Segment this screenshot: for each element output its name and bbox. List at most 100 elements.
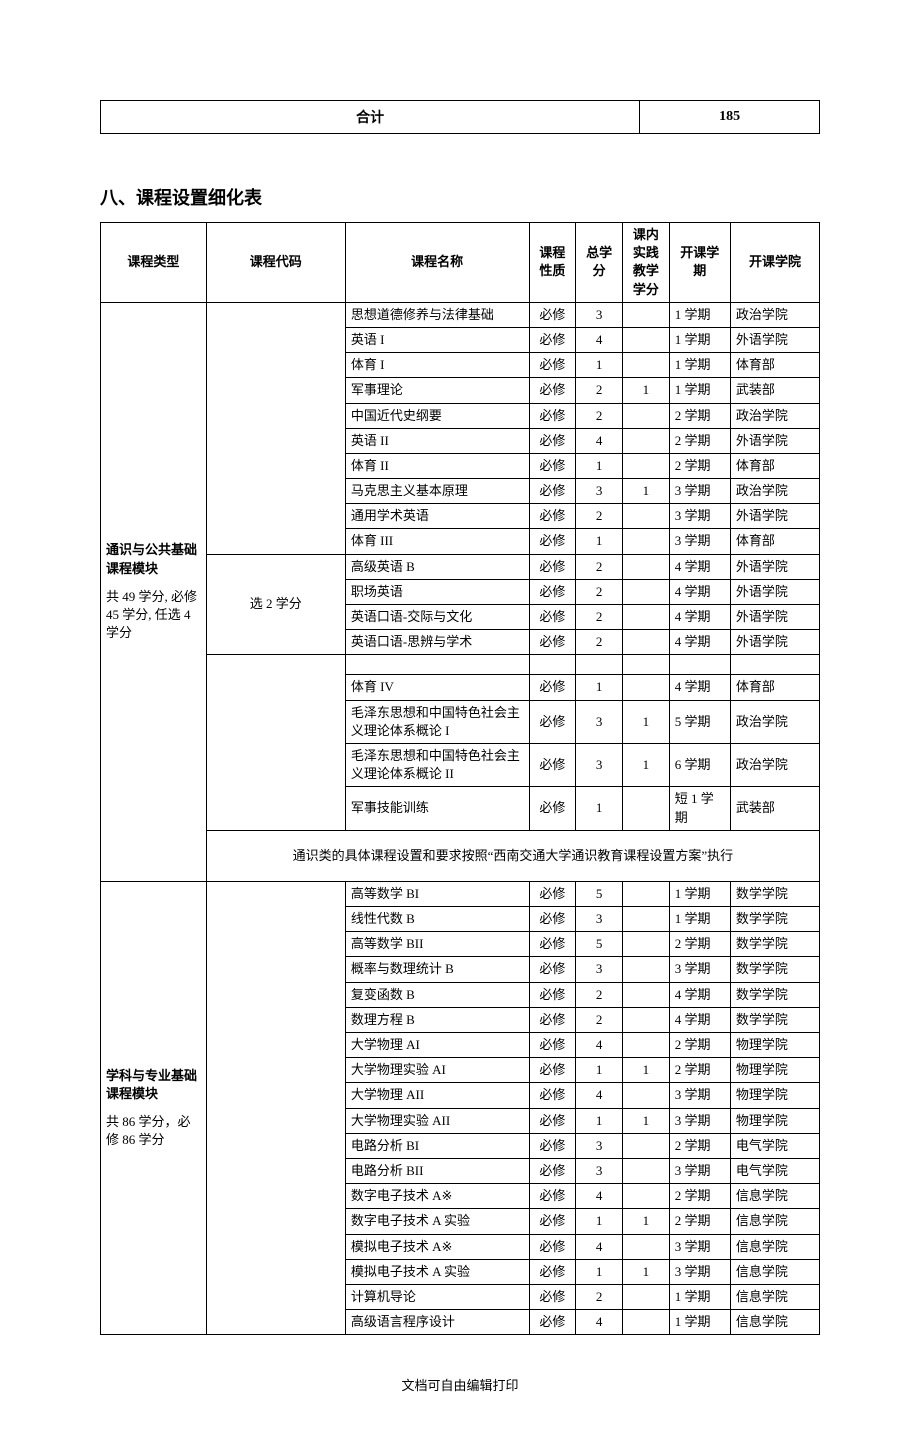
table-cell: 4 xyxy=(576,1033,623,1058)
table-cell: 必修 xyxy=(529,353,576,378)
table-cell: 必修 xyxy=(529,605,576,630)
table-cell: 必修 xyxy=(529,1234,576,1259)
table-cell: 必修 xyxy=(529,932,576,957)
table-cell: 5 xyxy=(576,932,623,957)
table-cell: 必修 xyxy=(529,403,576,428)
table-cell: 3 学期 xyxy=(669,1234,730,1259)
course-table: 课程类型 课程代码 课程名称 课程性质 总学分 课内实践教学学分 开课学期 开课… xyxy=(100,222,820,1335)
table-cell xyxy=(622,982,669,1007)
table-cell: 1 xyxy=(576,1209,623,1234)
table-cell xyxy=(622,881,669,906)
table-cell xyxy=(622,579,669,604)
table-cell: 2 xyxy=(576,630,623,655)
table-cell: 4 学期 xyxy=(669,1007,730,1032)
table-cell xyxy=(622,1083,669,1108)
table-cell: 1 xyxy=(622,1108,669,1133)
table-cell: 必修 xyxy=(529,675,576,700)
table-cell: 马克思主义基本原理 xyxy=(345,479,529,504)
table-cell: 体育部 xyxy=(730,453,819,478)
table-cell: 必修 xyxy=(529,529,576,554)
table-cell: 线性代数 B xyxy=(345,907,529,932)
table-cell: 体育 I xyxy=(345,353,529,378)
table-cell: 3 xyxy=(576,302,623,327)
table-cell: 必修 xyxy=(529,453,576,478)
table-cell: 信息学院 xyxy=(730,1284,819,1309)
table-cell: 电气学院 xyxy=(730,1158,819,1183)
table-cell: 外语学院 xyxy=(730,327,819,352)
header-term: 开课学期 xyxy=(669,223,730,303)
table-cell: 体育 II xyxy=(345,453,529,478)
table-cell: 2 学期 xyxy=(669,932,730,957)
table-cell: 4 xyxy=(576,1184,623,1209)
table-cell: 模拟电子技术 A※ xyxy=(345,1234,529,1259)
table-cell: 1 xyxy=(622,479,669,504)
table-cell: 英语口语-思辨与学术 xyxy=(345,630,529,655)
table-cell: 必修 xyxy=(529,479,576,504)
code-cell xyxy=(206,655,345,830)
table-cell: 2 学期 xyxy=(669,1133,730,1158)
table-cell xyxy=(576,655,623,675)
table-cell: 武装部 xyxy=(730,787,819,830)
table-cell: 4 学期 xyxy=(669,579,730,604)
table-cell xyxy=(622,504,669,529)
table-cell xyxy=(622,302,669,327)
table-cell: 外语学院 xyxy=(730,579,819,604)
table-cell: 1 xyxy=(622,1209,669,1234)
table-cell: 4 学期 xyxy=(669,630,730,655)
table-cell: 数理方程 B xyxy=(345,1007,529,1032)
table-row: 学科与专业基础课程模块共 86 学分，必修 86 学分高等数学 BI必修51 学… xyxy=(101,881,820,906)
table-cell: 政治学院 xyxy=(730,700,819,743)
table-cell: 4 xyxy=(576,1083,623,1108)
table-cell: 物理学院 xyxy=(730,1083,819,1108)
table-cell: 政治学院 xyxy=(730,479,819,504)
footer-note: 文档可自由编辑打印 xyxy=(100,1375,820,1394)
table-cell: 高级英语 B xyxy=(345,554,529,579)
summary-label: 合计 xyxy=(101,101,640,134)
table-cell: 大学物理实验 AI xyxy=(345,1058,529,1083)
table-cell: 4 学期 xyxy=(669,605,730,630)
table-cell: 数学学院 xyxy=(730,957,819,982)
table-cell: 模拟电子技术 A 实验 xyxy=(345,1259,529,1284)
table-cell: 必修 xyxy=(529,1259,576,1284)
table-cell xyxy=(622,1284,669,1309)
table-cell: 概率与数理统计 B xyxy=(345,957,529,982)
table-cell: 武装部 xyxy=(730,378,819,403)
table-cell: 体育 IV xyxy=(345,675,529,700)
table-cell: 数学学院 xyxy=(730,932,819,957)
table-cell xyxy=(622,1007,669,1032)
summary-table: 合计 185 xyxy=(100,100,820,134)
table-cell: 外语学院 xyxy=(730,504,819,529)
table-cell: 3 学期 xyxy=(669,957,730,982)
table-cell: 必修 xyxy=(529,327,576,352)
table-cell: 2 xyxy=(576,378,623,403)
table-cell: 必修 xyxy=(529,1133,576,1158)
table-cell: 2 学期 xyxy=(669,453,730,478)
table-cell: 3 xyxy=(576,957,623,982)
table-cell xyxy=(622,529,669,554)
table-cell: 1 xyxy=(622,1058,669,1083)
category-sub: 共 86 学分，必修 86 学分 xyxy=(106,1113,201,1149)
table-cell xyxy=(622,907,669,932)
table-cell xyxy=(622,1234,669,1259)
table-cell: 数学学院 xyxy=(730,1007,819,1032)
table-cell: 3 学期 xyxy=(669,1083,730,1108)
header-code: 课程代码 xyxy=(206,223,345,303)
table-cell: 必修 xyxy=(529,579,576,604)
table-cell: 数学学院 xyxy=(730,982,819,1007)
table-cell: 3 xyxy=(576,700,623,743)
table-cell: 高等数学 BII xyxy=(345,932,529,957)
table-cell: 英语 II xyxy=(345,428,529,453)
table-cell: 3 xyxy=(576,907,623,932)
header-name: 课程名称 xyxy=(345,223,529,303)
table-cell: 3 学期 xyxy=(669,1158,730,1183)
table-cell: 大学物理 AII xyxy=(345,1083,529,1108)
table-cell: 2 学期 xyxy=(669,428,730,453)
table-cell: 思想道德修养与法律基础 xyxy=(345,302,529,327)
table-cell: 4 xyxy=(576,1234,623,1259)
table-cell: 物理学院 xyxy=(730,1108,819,1133)
table-cell: 4 学期 xyxy=(669,982,730,1007)
header-credit: 总学分 xyxy=(576,223,623,303)
table-cell: 3 xyxy=(576,479,623,504)
table-cell: 信息学院 xyxy=(730,1234,819,1259)
table-cell: 数字电子技术 A 实验 xyxy=(345,1209,529,1234)
